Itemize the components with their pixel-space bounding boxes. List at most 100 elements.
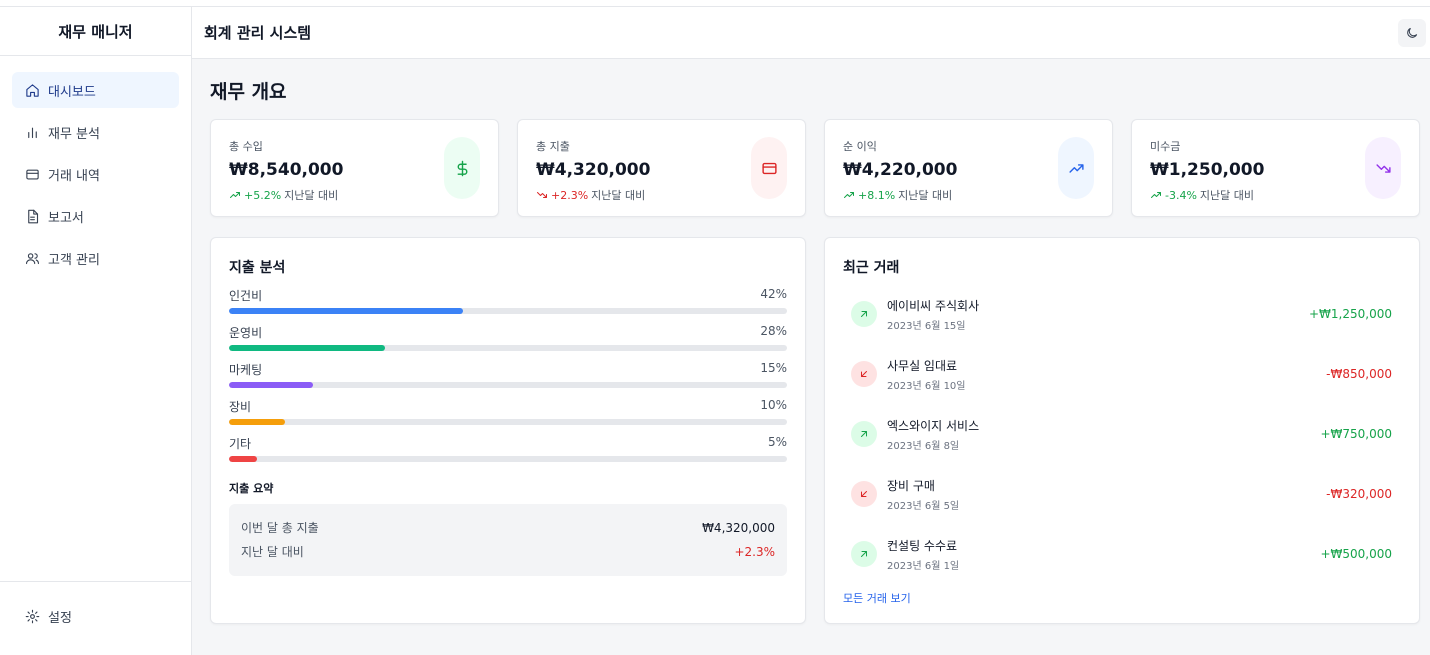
stat-change-suffix: 지난달 대비	[284, 189, 339, 202]
sidebar-item-label: 거래 내역	[48, 168, 100, 184]
sidebar-item-label: 대시보드	[48, 84, 96, 100]
expense-bar-fill	[229, 345, 386, 351]
stat-value: ₩4,220,000	[843, 160, 958, 180]
stat-change: -3.4% 지난달 대비	[1150, 187, 1401, 203]
trending-up-icon	[844, 192, 854, 198]
sidebar-item-analysis[interactable]: 재무 분석	[12, 114, 179, 150]
summary-label: 지난 달 대비	[241, 545, 304, 559]
transaction-row[interactable]: 에이비씨 주식회사 2023년 6월 15일 +₩1,250,000	[851, 284, 1392, 344]
transaction-amount: +₩750,000	[1320, 427, 1392, 441]
expense-percent: 5%	[767, 435, 787, 449]
sidebar-item-label: 보고서	[48, 210, 84, 226]
stat-change: +2.3% 지난달 대비	[536, 187, 787, 203]
expense-label: 장비	[229, 400, 252, 414]
expense-row: 운영비 28%	[229, 324, 787, 351]
sidebar-item-transactions[interactable]: 거래 내역	[12, 156, 179, 192]
transaction-list: 에이비씨 주식회사 2023년 6월 15일 +₩1,250,000 사무실 임대…	[851, 284, 1392, 584]
expense-list: 인건비 42% 운영비 28% 마케팅 15% 장비 10% 기타 5%	[229, 287, 787, 462]
expense-bar-fill	[229, 308, 464, 314]
stat-change-percent: +8.1%	[858, 188, 896, 202]
expense-summary-box: 이번 달 총 지출 ₩4,320,000 지난 달 대비 +2.3%	[229, 504, 787, 576]
transaction-name: 에이비씨 주식회사	[887, 298, 980, 313]
transaction-name: 컨설팅 수수료	[887, 538, 958, 553]
stat-label: 총 수입	[229, 140, 263, 153]
dollar-icon	[444, 137, 480, 199]
expense-label: 마케팅	[229, 363, 263, 377]
expense-row: 장비 10%	[229, 398, 787, 425]
sidebar-item-dashboard[interactable]: 대시보드	[12, 72, 179, 108]
summary-row-total: 이번 달 총 지출 ₩4,320,000	[241, 516, 775, 540]
stat-card-income: 총 수입 ₩8,540,000 +5.2% 지난달 대비	[210, 119, 499, 217]
app-brand: 재무 매니저	[0, 7, 191, 56]
arrow-up-right-icon	[851, 301, 877, 327]
page-header-title: 회계 관리 시스템	[204, 24, 312, 42]
stat-label: 미수금	[1150, 140, 1181, 153]
expense-bar-track	[229, 308, 787, 314]
transaction-amount: -₩320,000	[1326, 487, 1392, 501]
stat-value: ₩8,540,000	[229, 160, 344, 180]
transaction-date: 2023년 6월 1일	[887, 560, 960, 572]
trending-down-icon	[537, 192, 547, 198]
expense-bar-track	[229, 419, 787, 425]
stat-change-suffix: 지난달 대비	[591, 189, 646, 202]
stat-value: ₩4,320,000	[536, 160, 651, 180]
transaction-row[interactable]: 엑스와이지 서비스 2023년 6월 8일 +₩750,000	[851, 404, 1392, 464]
expense-percent: 28%	[760, 324, 787, 338]
stat-label: 순 이익	[843, 140, 877, 153]
expense-row: 마케팅 15%	[229, 361, 787, 388]
transaction-amount: +₩500,000	[1320, 547, 1392, 561]
theme-toggle-button[interactable]	[1398, 19, 1426, 47]
arrow-up-right-icon	[851, 541, 877, 567]
trending-down-icon	[1365, 137, 1401, 199]
window-top-edge	[0, 0, 1430, 7]
sidebar-item-label: 설정	[48, 610, 72, 626]
stat-change-percent: +2.3%	[551, 188, 589, 202]
transaction-amount: +₩1,250,000	[1309, 307, 1392, 321]
expense-percent: 15%	[760, 361, 787, 375]
trending-up-icon	[1058, 137, 1094, 199]
bar-chart-icon	[24, 124, 40, 140]
transaction-name: 사무실 임대료	[887, 358, 958, 373]
expense-percent: 42%	[760, 287, 787, 301]
transaction-date: 2023년 6월 10일	[887, 380, 966, 392]
transaction-row[interactable]: 장비 구매 2023년 6월 5일 -₩320,000	[851, 464, 1392, 524]
trending-up-icon	[230, 192, 240, 198]
stat-card-receivable: 미수금 ₩1,250,000 -3.4% 지난달 대비	[1131, 119, 1420, 217]
arrow-up-right-icon	[851, 421, 877, 447]
view-all-transactions-link[interactable]: 모든 거래 보기	[843, 592, 911, 605]
arrow-down-left-icon	[851, 481, 877, 507]
sidebar-item-settings[interactable]: 설정	[12, 598, 179, 634]
file-icon	[24, 208, 40, 224]
transaction-date: 2023년 6월 8일	[887, 440, 960, 452]
arrow-down-left-icon	[851, 361, 877, 387]
sidebar-item-reports[interactable]: 보고서	[12, 198, 179, 234]
transaction-date: 2023년 6월 5일	[887, 500, 960, 512]
summary-label: 이번 달 총 지출	[241, 521, 319, 535]
summary-value: +2.3%	[734, 545, 775, 559]
expense-row: 인건비 42%	[229, 287, 787, 314]
stat-value: ₩1,250,000	[1150, 160, 1265, 180]
sidebar: 재무 매니저 대시보드 재무 분석 거래 내역 보고서	[0, 7, 192, 655]
top-header: 회계 관리 시스템	[192, 7, 1430, 59]
sidebar-item-customers[interactable]: 고객 관리	[12, 240, 179, 276]
expense-bar-fill	[229, 456, 257, 462]
expense-label: 기타	[229, 437, 252, 451]
transaction-row[interactable]: 컨설팅 수수료 2023년 6월 1일 +₩500,000	[851, 524, 1392, 584]
expense-bar-fill	[229, 419, 285, 425]
expense-label: 인건비	[229, 289, 263, 303]
sidebar-nav: 대시보드 재무 분석 거래 내역 보고서 고객 관리	[0, 56, 191, 298]
expense-bar-track	[229, 345, 787, 351]
trending-up-icon	[1151, 192, 1161, 198]
sidebar-item-label: 재무 분석	[48, 126, 100, 142]
panel-title: 최근 거래	[843, 260, 900, 276]
moon-icon	[1407, 27, 1418, 38]
expense-label: 운영비	[229, 326, 263, 340]
sidebar-footer: 설정	[0, 581, 191, 640]
stat-label: 총 지출	[536, 140, 570, 153]
stat-change-suffix: 지난달 대비	[1199, 189, 1255, 202]
transaction-amount: -₩850,000	[1326, 367, 1392, 381]
expense-row: 기타 5%	[229, 435, 787, 462]
transaction-row[interactable]: 사무실 임대료 2023년 6월 10일 -₩850,000	[851, 344, 1392, 404]
page-title: 재무 개요	[210, 81, 287, 103]
home-icon	[24, 82, 40, 98]
